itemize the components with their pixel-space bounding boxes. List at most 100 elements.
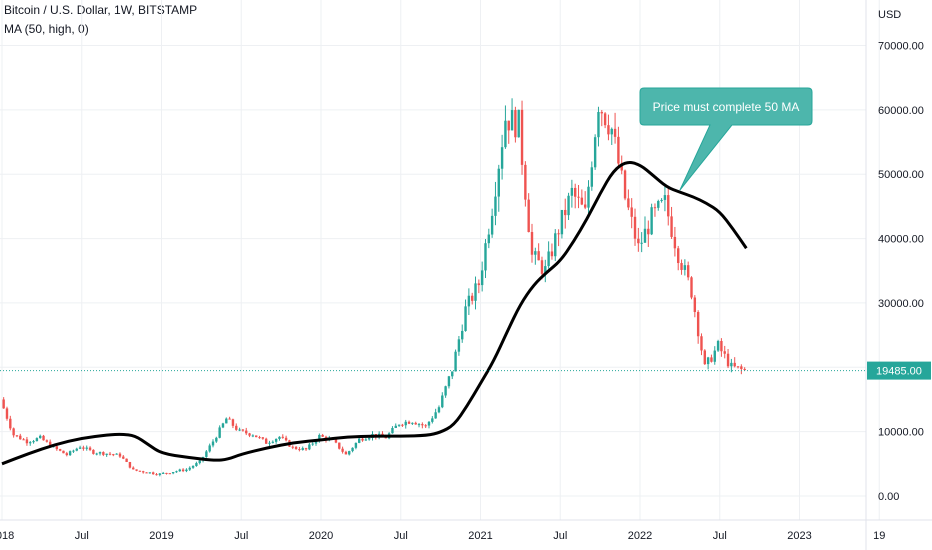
- candle-body: [185, 469, 188, 472]
- annotation-text: Price must complete 50 MA: [653, 100, 800, 114]
- candle-body: [338, 442, 341, 449]
- candle-body: [424, 425, 427, 427]
- candle-body: [175, 471, 178, 473]
- candle-body: [228, 418, 231, 420]
- candle-body: [730, 362, 733, 367]
- candle-body: [550, 251, 554, 257]
- candle-body: [564, 209, 567, 216]
- candle-body: [98, 452, 102, 454]
- candle-body: [48, 441, 52, 448]
- candle-body: [623, 170, 627, 199]
- candle-body: [497, 168, 500, 197]
- candle-body: [411, 422, 414, 424]
- candle-body: [427, 421, 431, 426]
- candle-body: [334, 439, 338, 443]
- x-tick-label: Jul: [75, 530, 89, 542]
- candle-body: [102, 452, 105, 455]
- candle-body: [670, 216, 673, 237]
- candle-body: [128, 461, 132, 468]
- candle-body: [577, 196, 580, 198]
- candle-body: [258, 437, 261, 439]
- x-tick-label: 2019: [149, 530, 173, 542]
- candle-body: [537, 251, 540, 261]
- candle-body: [560, 209, 564, 235]
- candle-body: [690, 277, 693, 298]
- x-tick-label: Jul: [713, 530, 727, 542]
- candle-body: [461, 330, 464, 340]
- candle-body: [72, 450, 75, 452]
- x-tick-label: 2022: [628, 530, 652, 542]
- candle-body: [314, 441, 318, 444]
- y-tick-label: 60000.00: [878, 105, 924, 117]
- candle-body: [524, 164, 527, 200]
- candle-body: [683, 265, 687, 270]
- candle-body: [700, 336, 703, 351]
- x-tick-label: 2018: [0, 530, 14, 542]
- candle-body: [348, 451, 351, 455]
- candle-body: [667, 195, 670, 217]
- candle-body: [235, 425, 238, 430]
- candle-body: [304, 448, 308, 450]
- candle-body: [354, 442, 358, 448]
- candle-body: [108, 453, 112, 455]
- candle-body: [231, 419, 235, 426]
- candle-body: [82, 447, 85, 449]
- candle-body: [726, 353, 730, 367]
- candle-body: [534, 251, 537, 255]
- candle-body: [298, 449, 301, 451]
- candle-body: [417, 424, 421, 426]
- candle-body: [607, 125, 610, 135]
- candle-body: [693, 297, 697, 313]
- candle-body: [736, 366, 740, 368]
- candle-body: [25, 439, 29, 444]
- candle-body: [65, 453, 68, 456]
- candle-body: [358, 438, 361, 443]
- candle-body: [394, 425, 397, 428]
- candle-body: [148, 472, 152, 474]
- annotation-callout[interactable]: [639, 87, 813, 191]
- candle-body: [62, 450, 65, 454]
- candle-body: [15, 435, 19, 437]
- last-price-badge: [867, 361, 931, 380]
- candle-body: [397, 424, 401, 426]
- candle-body: [261, 437, 265, 439]
- candle-body: [530, 232, 534, 255]
- candle-body: [351, 447, 354, 452]
- candle-body: [633, 216, 637, 239]
- candle-body: [181, 469, 185, 472]
- candle-body: [274, 438, 278, 442]
- candle-body: [118, 453, 122, 457]
- x-tick-label: Jul: [553, 530, 567, 542]
- candle-body: [311, 443, 314, 445]
- candle-body: [447, 376, 451, 387]
- candle-body: [264, 438, 268, 444]
- candle-body: [251, 435, 255, 437]
- candle-body: [680, 263, 683, 270]
- candle-body: [613, 128, 617, 137]
- candle-body: [168, 473, 172, 475]
- candle-body: [494, 196, 497, 216]
- candle-body: [364, 439, 368, 441]
- candle-body: [211, 441, 215, 446]
- candle-body: [527, 199, 530, 233]
- candle-body: [627, 198, 630, 208]
- candle-body: [142, 471, 145, 473]
- candle-body: [653, 207, 657, 209]
- candle-body: [434, 412, 437, 419]
- candle-body: [660, 199, 663, 202]
- candle-body: [431, 418, 434, 422]
- annotation[interactable]: Price must complete 50 MA: [639, 87, 813, 191]
- grid: [0, 0, 880, 520]
- candle-body: [255, 435, 258, 438]
- candle-body: [710, 357, 713, 362]
- chart-symbol-title: Bitcoin / U.S. Dollar, 1W, BITSTAMP: [4, 3, 198, 17]
- candle-body: [597, 111, 600, 138]
- candle-body: [178, 469, 181, 472]
- candle-body: [308, 444, 311, 450]
- candle-body: [740, 366, 743, 369]
- candle-body: [344, 451, 348, 455]
- candle-body: [122, 456, 125, 459]
- candle-body: [637, 238, 640, 244]
